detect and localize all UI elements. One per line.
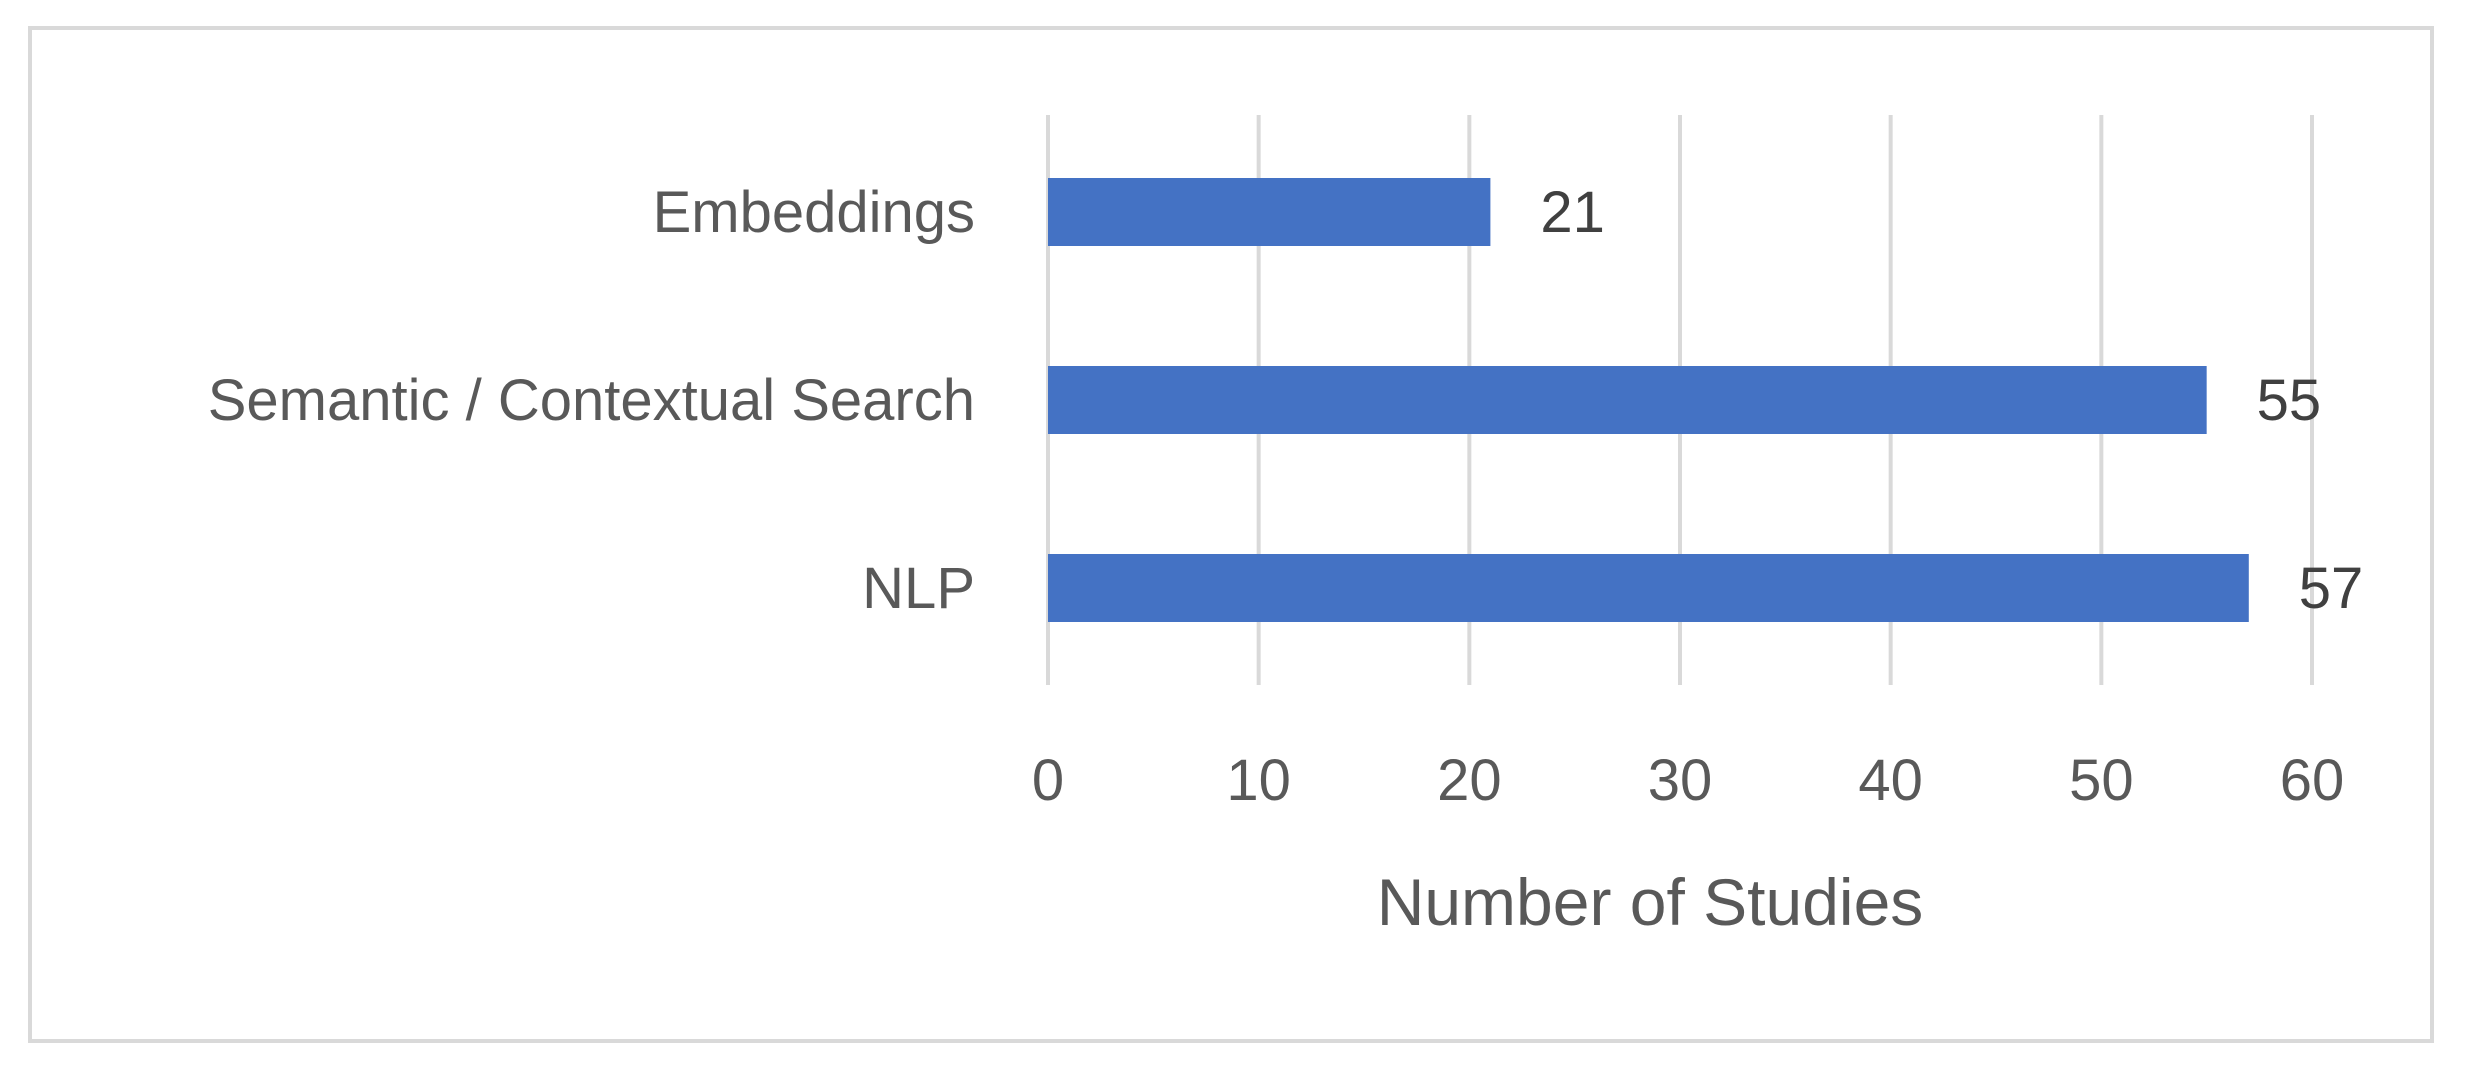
category-labels: Embeddings Semantic / Contextual Search NL… (208, 180, 975, 621)
data-label: 21 (1540, 180, 1605, 245)
x-tick-label: 20 (1437, 748, 1502, 813)
bars (1048, 178, 2249, 622)
data-label: 57 (2299, 556, 2364, 621)
bar-1 (1048, 366, 2207, 434)
x-tick-labels: 0 10 20 30 40 50 60 (1032, 748, 2344, 813)
category-label: Embeddings (653, 180, 975, 245)
data-label: 55 (2257, 368, 2322, 433)
x-tick-label: 30 (1648, 748, 1713, 813)
bar-0 (1048, 178, 1491, 246)
x-tick-label: 40 (1858, 748, 1923, 813)
category-label: NLP (862, 556, 975, 621)
data-labels: 21 55 57 (1540, 180, 2363, 621)
bar-2 (1048, 554, 2249, 622)
x-tick-label: 10 (1226, 748, 1291, 813)
x-axis-title: Number of Studies (1377, 865, 1924, 939)
category-label: Semantic / Contextual Search (208, 368, 975, 433)
x-tick-label: 0 (1032, 748, 1064, 813)
x-tick-label: 60 (2280, 748, 2345, 813)
x-tick-label: 50 (2069, 748, 2134, 813)
